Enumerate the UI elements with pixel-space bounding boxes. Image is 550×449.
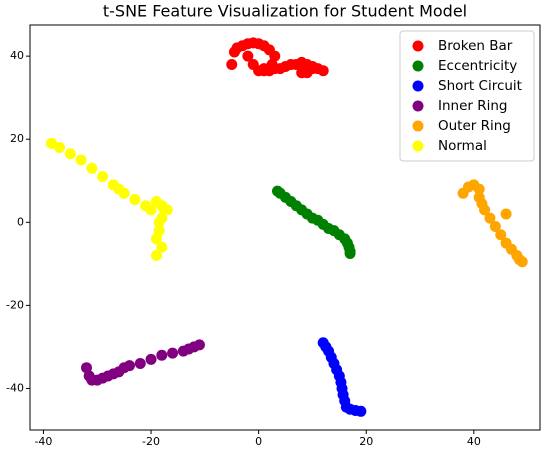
point (516, 256, 528, 268)
legend-marker (412, 140, 424, 152)
point (124, 360, 136, 372)
point (118, 187, 130, 199)
point (54, 142, 66, 154)
legend-marker (412, 60, 424, 72)
legend-marker (412, 100, 424, 112)
point (150, 233, 162, 245)
x-tick-label: 0 (255, 435, 262, 448)
point (64, 148, 76, 160)
legend: Broken Bar Eccentricity Short Circuit Inner… (399, 30, 535, 162)
legend-box (399, 30, 535, 162)
point (75, 154, 87, 166)
point (97, 171, 109, 183)
point (161, 204, 173, 216)
legend-label: Broken Bar (438, 38, 513, 54)
point (80, 362, 92, 374)
point (484, 212, 496, 224)
point (317, 65, 329, 77)
point (86, 162, 98, 174)
point (153, 225, 165, 237)
x-tick-label: -20 (142, 435, 160, 448)
point (129, 193, 141, 205)
point (473, 183, 485, 195)
point (167, 347, 179, 359)
y-tick-label: -20 (6, 298, 24, 311)
point (344, 247, 356, 259)
x-tick-label: 20 (359, 435, 373, 448)
point (156, 241, 168, 253)
point (145, 353, 157, 365)
legend-label: Outer Ring (438, 118, 511, 134)
point (145, 204, 157, 216)
point (193, 339, 205, 351)
point (134, 358, 146, 370)
point (479, 204, 491, 216)
point (153, 216, 165, 228)
legend-marker (412, 80, 424, 92)
y-tick-label: 40 (10, 49, 24, 62)
point (156, 349, 168, 361)
legend-label: Short Circuit (438, 78, 522, 94)
legend-marker (412, 40, 424, 52)
point (500, 208, 512, 220)
point (489, 220, 501, 232)
plot-frame (29, 24, 541, 431)
y-tick-label: -40 (6, 381, 24, 394)
point (306, 63, 318, 75)
legend-label: Eccentricity (438, 58, 517, 74)
legend-marker (412, 120, 424, 132)
x-tick-label: 40 (467, 435, 481, 448)
legend-label: Normal (438, 138, 487, 154)
x-tick-label: -40 (34, 435, 52, 448)
point (495, 229, 507, 241)
point (242, 50, 254, 62)
point (226, 58, 238, 70)
point (269, 50, 281, 62)
point (150, 250, 162, 262)
y-tick-label: 20 (10, 132, 24, 145)
chart-title: t-SNE Feature Visualization for Student … (103, 2, 467, 21)
y-tick-label: 0 (17, 215, 24, 228)
point (46, 137, 58, 149)
point (355, 405, 367, 417)
legend-label: Inner Ring (438, 98, 508, 114)
